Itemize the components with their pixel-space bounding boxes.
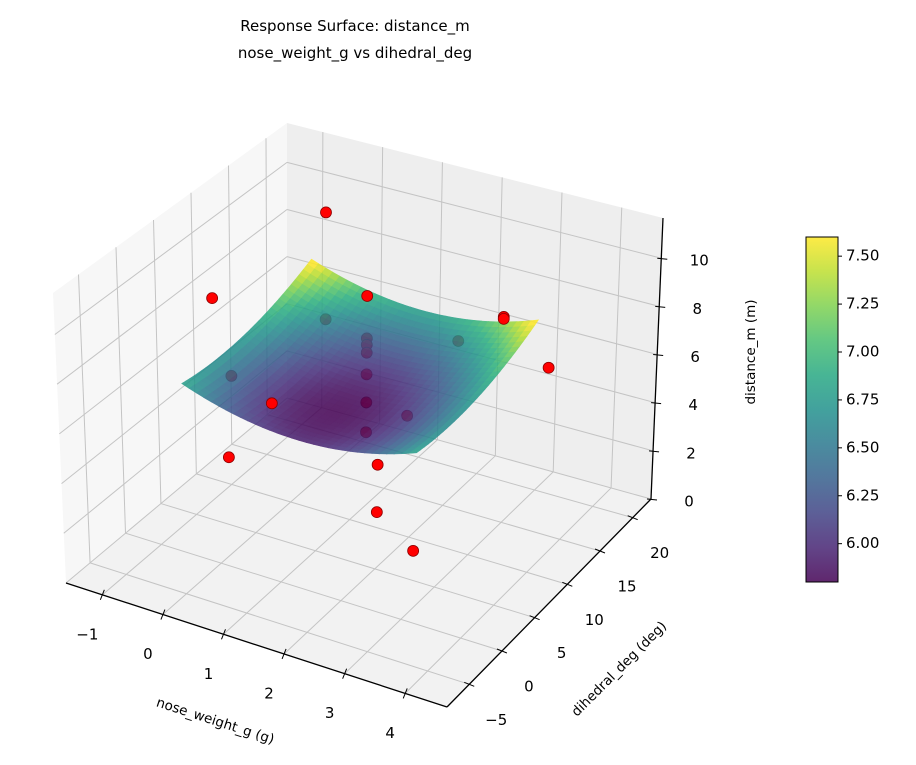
y-tick-label: 20 <box>650 544 669 562</box>
x-tick <box>402 688 408 699</box>
x-tick <box>160 609 166 620</box>
colorbar-tick-label: 6.25 <box>846 486 879 504</box>
data-point <box>265 397 278 410</box>
gridline-x-floor <box>102 407 323 596</box>
x-tick-label: 0 <box>143 645 153 663</box>
z-tick <box>657 257 668 260</box>
x-tick-label: −1 <box>76 625 98 643</box>
gridline-y-left <box>115 247 126 534</box>
visible-points <box>206 206 555 557</box>
y-tick-label: −5 <box>485 711 507 729</box>
z-tick-label: 10 <box>690 252 709 270</box>
x-tick-label: 3 <box>325 704 335 722</box>
data-point <box>320 206 332 219</box>
gridline-z-back <box>286 208 660 307</box>
gridline-x-floor <box>344 471 554 675</box>
colorbar-tick-label: 7.00 <box>846 343 879 361</box>
y-tick-label: 15 <box>617 578 636 596</box>
y-tick <box>496 648 508 654</box>
gridline-y-left <box>153 219 162 504</box>
x-tick <box>99 589 105 601</box>
data-point <box>370 506 383 519</box>
chart-title-line2: nose_weight_g vs dihedral_deg <box>238 44 472 63</box>
y-axis-line <box>446 498 652 708</box>
data-point <box>497 312 510 325</box>
gridline-x-back <box>610 207 623 488</box>
floor-pane <box>66 398 651 707</box>
x-tick <box>221 629 226 640</box>
x-axis-label: nose_weight_g (g) <box>154 695 276 748</box>
z-tick <box>646 498 658 501</box>
x-tick-label: 4 <box>385 724 395 742</box>
gridline-y-floor <box>196 473 568 585</box>
gridline-z-left <box>65 397 288 584</box>
data-point <box>371 458 384 471</box>
left-pane <box>53 123 287 583</box>
y-tick <box>464 681 475 687</box>
gridline-x-floor <box>162 423 380 615</box>
tick-labels: −1 0 1 2 3 4 −5 0 5 10 15 20 0 2 4 6 8 10 <box>76 252 709 742</box>
x-tick-label: 1 <box>204 665 214 683</box>
gridline-z-left <box>54 161 288 335</box>
colorbar-tick-label: 6.75 <box>846 390 879 408</box>
gridline-z-left <box>56 209 288 385</box>
z-axis-line <box>650 217 664 500</box>
gridline-y-floor <box>125 532 503 652</box>
data-point <box>206 292 219 305</box>
z-axis-label: distance_m (m) <box>743 299 759 404</box>
gridline-z-back <box>286 256 658 356</box>
colorbar: 6.00 6.25 6.50 6.75 7.00 7.25 7.50 <box>805 236 879 583</box>
data-point <box>407 544 420 557</box>
z-tick-label: 0 <box>684 493 694 511</box>
colorbar-tick-label: 7.25 <box>846 295 879 313</box>
gridline-x-floor <box>283 455 496 655</box>
axis-lines <box>65 217 668 708</box>
z-tick <box>651 402 662 405</box>
y-tick-label: 10 <box>585 611 604 629</box>
gridline-z-left <box>59 256 288 435</box>
z-tick <box>653 354 664 357</box>
gridline-y-floor <box>231 443 601 552</box>
data-point <box>222 451 235 464</box>
y-tick <box>594 548 606 554</box>
gridline-y-floor <box>89 562 470 685</box>
colorbar-tick-label: 6.50 <box>846 438 879 456</box>
surface-patch <box>408 449 422 454</box>
y-tick <box>627 515 638 521</box>
y-tick-label: 0 <box>524 678 534 696</box>
gridline-y-floor <box>160 503 535 619</box>
data-point <box>542 361 555 374</box>
colorbar-gradient <box>806 237 838 582</box>
z-tick <box>649 450 660 453</box>
chart-title-line1: Response Surface: distance_m <box>240 17 469 36</box>
gridlines <box>54 132 662 694</box>
gridline-y-left <box>78 274 91 563</box>
colorbar-frame <box>805 236 839 583</box>
x-tick-label: 2 <box>264 684 274 702</box>
surface <box>181 258 540 455</box>
x-axis-line <box>65 582 448 708</box>
gridline-x-floor <box>223 439 438 635</box>
z-tick-label: 2 <box>686 444 696 462</box>
y-tick <box>562 581 573 587</box>
y-tick-label: 5 <box>557 644 567 662</box>
z-tick-label: 4 <box>688 396 698 414</box>
gridline-z-back <box>286 161 662 259</box>
colorbar-tick-label: 7.50 <box>846 247 879 265</box>
gridline-x-back <box>552 192 563 472</box>
colorbar-tick-label: 6.00 <box>846 534 879 552</box>
gridline-x-floor <box>404 487 612 694</box>
z-tick <box>655 305 666 308</box>
gridline-y-left <box>190 192 197 474</box>
y-axis-label: dihedral_deg (deg) <box>568 618 670 720</box>
y-tick <box>529 615 540 621</box>
x-tick <box>342 668 348 679</box>
z-tick-label: 8 <box>692 300 702 318</box>
data-point <box>361 290 374 302</box>
x-tick <box>281 648 287 660</box>
z-tick-label: 6 <box>690 348 700 366</box>
